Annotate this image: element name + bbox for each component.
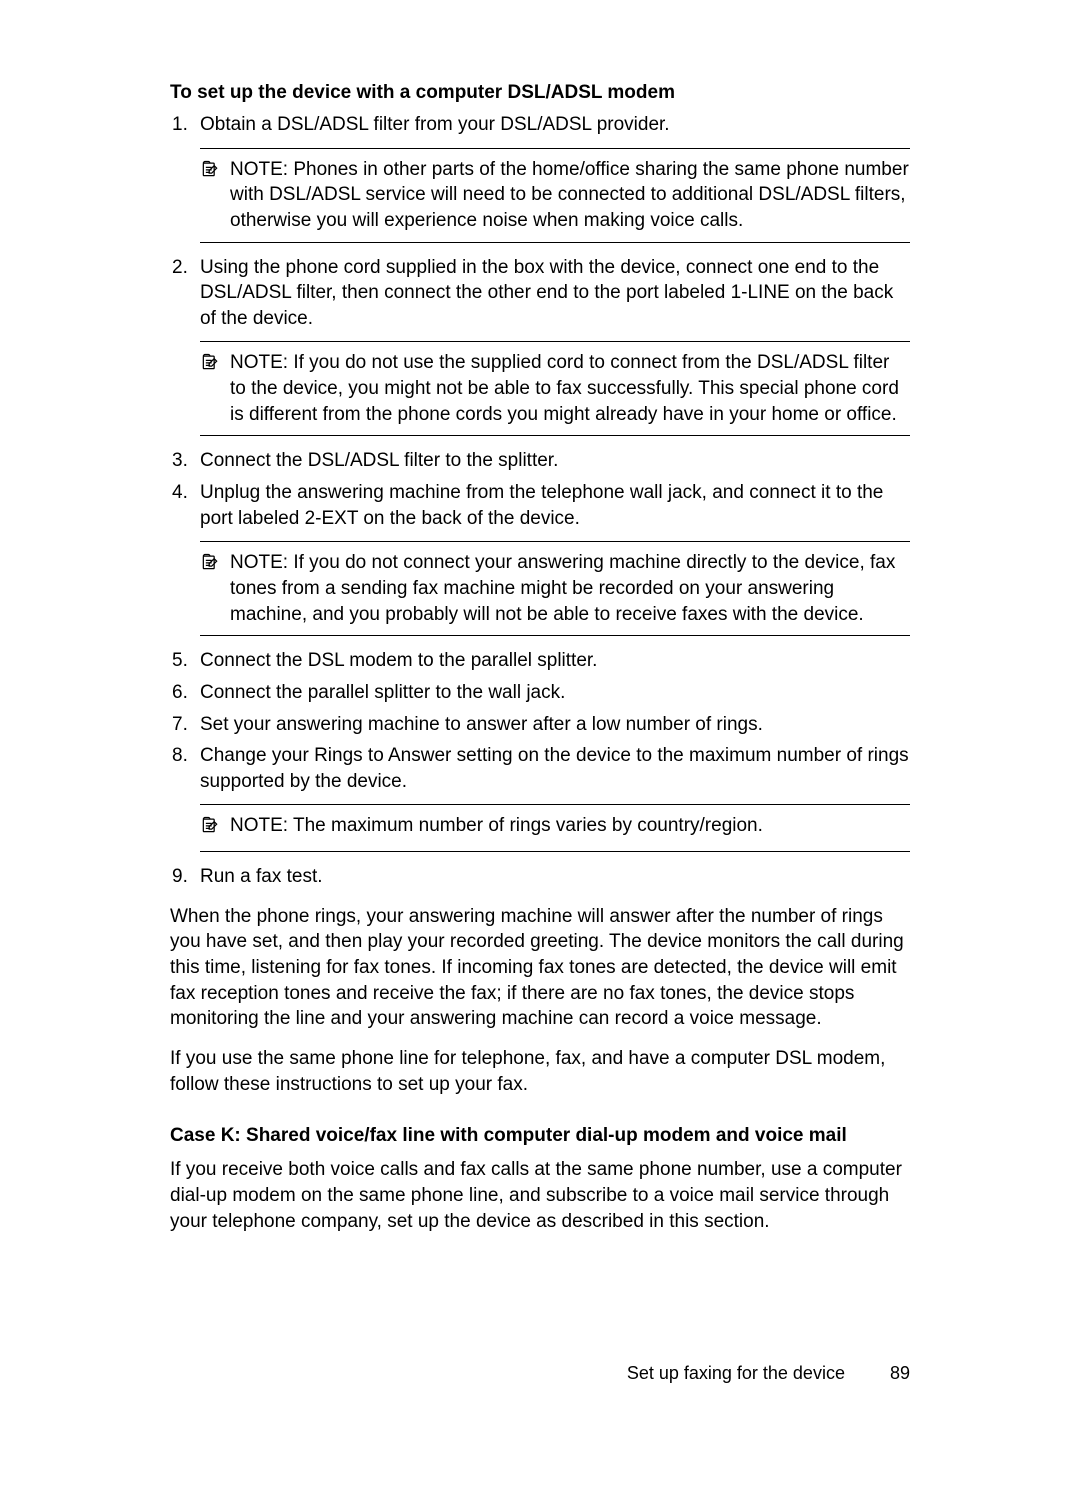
note-body: If you do not connect your answering mac… xyxy=(230,552,895,624)
step-text: Change your Rings to Answer setting on t… xyxy=(200,743,910,794)
step-8: 8. Change your Rings to Answer setting o… xyxy=(170,743,910,794)
note-box-3: NOTE: If you do not connect your answeri… xyxy=(200,541,910,636)
note-text: NOTE: The maximum number of rings varies… xyxy=(230,813,910,843)
note-label: NOTE: xyxy=(230,352,293,373)
step-text: Unplug the answering machine from the te… xyxy=(200,480,910,531)
step-text: Using the phone cord supplied in the box… xyxy=(200,255,910,332)
step-7: 7. Set your answering machine to answer … xyxy=(170,712,910,738)
step-text: Obtain a DSL/ADSL filter from your DSL/A… xyxy=(200,112,910,138)
step-6: 6. Connect the parallel splitter to the … xyxy=(170,680,910,706)
step-number: 2. xyxy=(170,255,200,332)
note-text: NOTE: Phones in other parts of the home/… xyxy=(230,157,910,234)
step-number: 9. xyxy=(170,864,200,890)
step-3: 3. Connect the DSL/ADSL filter to the sp… xyxy=(170,448,910,474)
step-text: Run a fax test. xyxy=(200,864,910,890)
step-5: 5. Connect the DSL modem to the parallel… xyxy=(170,648,910,674)
note-text: NOTE: If you do not connect your answeri… xyxy=(230,550,910,627)
step-number: 5. xyxy=(170,648,200,674)
note-label: NOTE: xyxy=(230,552,293,573)
explanation-paragraph-1: When the phone rings, your answering mac… xyxy=(170,904,910,1032)
page-footer: Set up faxing for the device 89 xyxy=(627,1363,910,1384)
page-number: 89 xyxy=(890,1363,910,1384)
step-text: Connect the parallel splitter to the wal… xyxy=(200,680,910,706)
step-9: 9. Run a fax test. xyxy=(170,864,910,890)
note-box-1: NOTE: Phones in other parts of the home/… xyxy=(200,148,910,243)
step-number: 4. xyxy=(170,480,200,531)
footer-section-title: Set up faxing for the device xyxy=(627,1363,845,1383)
note-label: NOTE: xyxy=(230,159,293,180)
step-4: 4. Unplug the answering machine from the… xyxy=(170,480,910,531)
step-number: 8. xyxy=(170,743,200,794)
note-icon xyxy=(200,813,230,843)
step-1: 1. Obtain a DSL/ADSL filter from your DS… xyxy=(170,112,910,138)
step-number: 7. xyxy=(170,712,200,738)
note-body: The maximum number of rings varies by co… xyxy=(293,815,763,836)
step-2: 2. Using the phone cord supplied in the … xyxy=(170,255,910,332)
note-icon xyxy=(200,550,230,627)
case-k-paragraph: If you receive both voice calls and fax … xyxy=(170,1157,910,1234)
note-box-2: NOTE: If you do not use the supplied cor… xyxy=(200,341,910,436)
step-text: Set your answering machine to answer aft… xyxy=(200,712,910,738)
note-icon xyxy=(200,157,230,234)
step-number: 6. xyxy=(170,680,200,706)
note-icon xyxy=(200,350,230,427)
step-number: 3. xyxy=(170,448,200,474)
case-k-heading: Case K: Shared voice/fax line with compu… xyxy=(170,1125,910,1147)
procedure-heading: To set up the device with a computer DSL… xyxy=(170,82,910,104)
step-text: Connect the DSL modem to the parallel sp… xyxy=(200,648,910,674)
document-page: To set up the device with a computer DSL… xyxy=(0,0,1080,1496)
note-text: NOTE: If you do not use the supplied cor… xyxy=(230,350,910,427)
note-box-4: NOTE: The maximum number of rings varies… xyxy=(200,804,910,852)
note-label: NOTE: xyxy=(230,815,293,836)
note-body: Phones in other parts of the home/office… xyxy=(230,159,909,231)
step-text: Connect the DSL/ADSL filter to the split… xyxy=(200,448,910,474)
note-body: If you do not use the supplied cord to c… xyxy=(230,352,899,424)
step-number: 1. xyxy=(170,112,200,138)
explanation-paragraph-2: If you use the same phone line for telep… xyxy=(170,1046,910,1097)
